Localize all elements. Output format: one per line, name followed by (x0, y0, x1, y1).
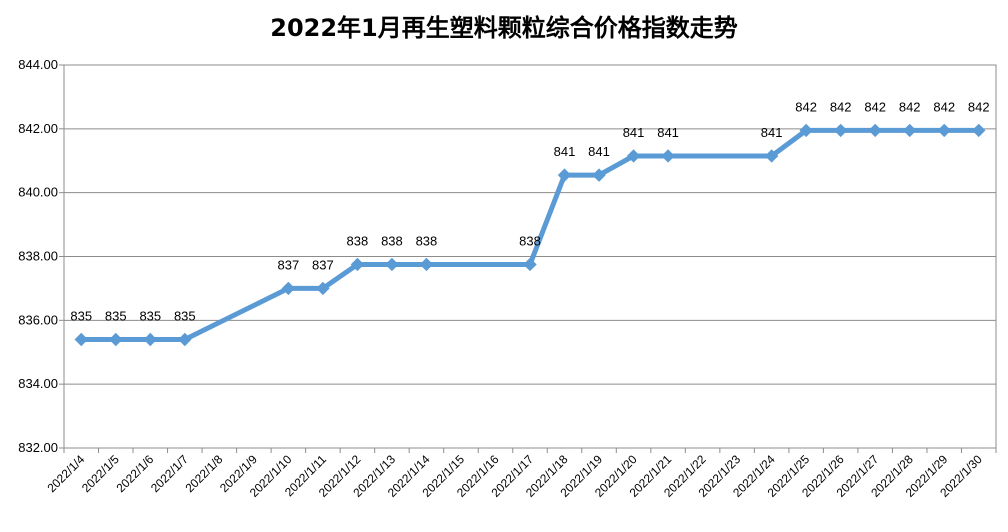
data-point-marker (972, 123, 986, 138)
data-point-marker (143, 332, 158, 347)
data-point-marker (626, 149, 641, 163)
data-point-marker (902, 123, 917, 138)
data-label: 838 (381, 233, 403, 248)
data-point-marker (109, 332, 123, 347)
data-point-marker (350, 257, 365, 272)
y-tick-label: 834.00 (18, 376, 58, 391)
data-point-marker (557, 168, 572, 182)
data-label: 835 (70, 308, 92, 323)
axis-layer: 832.00 834.00 836.00 838.00 840.00 842.00 844.… (18, 57, 997, 500)
y-tick-label: 836.00 (18, 312, 58, 327)
grid-layer (63, 64, 997, 449)
data-label: 842 (968, 99, 990, 114)
label-layer: 835 835 835 835 837 837 838 838 838 838 841 841 841 8… (70, 99, 989, 323)
chart-title: 2022年1月再生塑料颗粒综合价格指数走势 (270, 14, 738, 42)
data-label: 842 (830, 99, 852, 114)
data-point-marker (385, 257, 399, 272)
data-label: 838 (519, 233, 541, 248)
data-label: 841 (657, 125, 679, 140)
y-tick-label: 832.00 (18, 440, 58, 455)
data-point-marker (868, 123, 882, 138)
data-point-marker (316, 281, 330, 296)
data-point-marker (419, 257, 434, 272)
data-point-marker (592, 168, 606, 182)
data-point-marker (764, 149, 779, 163)
data-label: 842 (899, 99, 921, 114)
data-label: 835 (139, 308, 161, 323)
data-label: 842 (795, 99, 817, 114)
data-label: 838 (416, 233, 438, 248)
data-label: 841 (761, 125, 783, 140)
data-label: 838 (347, 233, 369, 248)
y-tick-label: 840.00 (18, 185, 58, 200)
y-tick-label: 838.00 (18, 249, 58, 264)
data-point-marker (799, 123, 813, 138)
data-label: 841 (623, 125, 645, 140)
y-tick-label: 844.00 (18, 57, 58, 72)
data-label: 842 (864, 99, 886, 114)
data-label: 835 (174, 308, 196, 323)
data-point-marker (281, 281, 296, 296)
data-point-marker (833, 123, 848, 138)
data-label: 837 (312, 257, 334, 272)
data-label: 837 (278, 257, 300, 272)
data-point-marker (661, 149, 675, 163)
y-tick-label: 842.00 (18, 121, 58, 136)
data-label: 841 (588, 144, 610, 159)
data-point-marker (178, 332, 192, 347)
series-layer (74, 123, 986, 347)
data-label: 842 (933, 99, 955, 114)
data-point-marker (523, 257, 537, 272)
data-point-marker (937, 123, 951, 138)
data-point-marker (74, 332, 88, 347)
data-label: 835 (105, 308, 127, 323)
data-label: 841 (554, 144, 576, 159)
